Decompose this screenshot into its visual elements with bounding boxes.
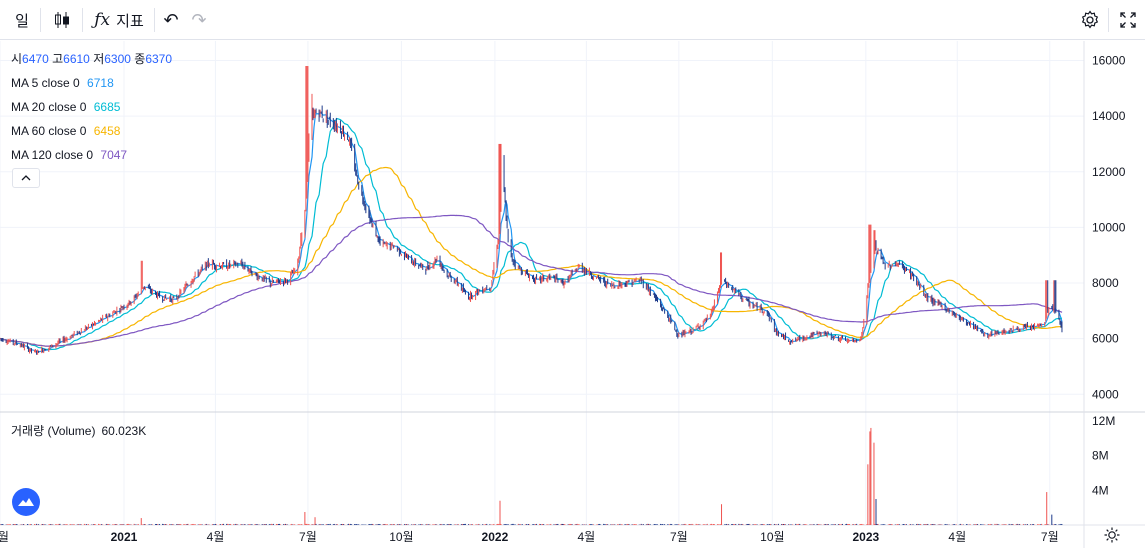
ohlc-legend: 시6470 고6610 저6300 종6370 (11, 51, 172, 67)
ma120-label: MA 120 close 0 (11, 148, 94, 162)
time-tick-label: 4월 (578, 530, 596, 544)
tradingview-logo[interactable] (12, 488, 40, 516)
high-label: 고 (52, 52, 64, 66)
close-value: 6370 (145, 52, 173, 66)
ma60-label: MA 60 close 0 (11, 124, 87, 138)
ma120-legend[interactable]: MA 120 close 0 7047 (11, 147, 127, 163)
sun-settings-icon (1104, 527, 1120, 543)
redo-icon: ↷ (191, 9, 207, 30)
high-value: 6610 (63, 52, 90, 66)
ma-line-5 (0, 112, 1063, 353)
time-tick-label: 9월 (0, 530, 9, 544)
redo-button[interactable]: ↷ (186, 6, 212, 34)
ma120-value: 7047 (100, 148, 128, 162)
price-tick-label: 16000 (1092, 53, 1126, 67)
settings-button[interactable] (1076, 6, 1104, 34)
chart-type-button[interactable] (48, 6, 76, 34)
price-tick-label: 4000 (1092, 387, 1119, 401)
time-tick-label: 7월 (670, 530, 688, 544)
volume-legend[interactable]: 거래량 (Volume) 60.023K (11, 423, 146, 439)
volume-label: 거래량 (Volume) (11, 424, 96, 438)
time-tick-label: 4월 (948, 530, 966, 544)
open-label: 시 (11, 52, 23, 66)
ma20-legend[interactable]: MA 20 close 0 6685 (11, 99, 120, 115)
ma20-label: MA 20 close 0 (11, 100, 87, 114)
fullscreen-icon (1120, 12, 1136, 28)
time-tick-label: 7월 (299, 530, 317, 544)
time-tick-label: 2021 (111, 530, 138, 544)
indicators-button[interactable]: ƒx 지표 (88, 6, 150, 34)
price-tick-label: 14000 (1092, 109, 1126, 123)
price-tick-label: 10000 (1092, 220, 1126, 234)
time-tick-label: 4월 (207, 530, 225, 544)
price-tick-label: 6000 (1092, 332, 1119, 346)
function-icon: ƒx (94, 10, 111, 30)
toolbar-divider (1108, 8, 1109, 32)
time-tick-label: 10월 (760, 530, 784, 544)
volume-tick-label: 4M (1092, 483, 1109, 497)
indicators-label: 지표 (116, 12, 144, 30)
time-tick-label: 2022 (482, 530, 509, 544)
price-chart[interactable]: 4000 6000 8000 10000 12000 14000 16000 4M 8M 12M 9… (0, 41, 1145, 548)
interval-label: 일 (15, 12, 29, 30)
cloud-logo-icon (18, 498, 34, 506)
volume-value: 60.023K (101, 424, 147, 438)
undo-button[interactable]: ↶ (158, 6, 184, 34)
low-label: 저 (93, 52, 105, 66)
close-label: 종 (134, 52, 146, 66)
gear-icon (1081, 10, 1099, 29)
price-tick-label: 8000 (1092, 276, 1119, 290)
ma-line-20 (0, 118, 1063, 351)
ma20-value: 6685 (93, 100, 121, 114)
axis-settings-button[interactable] (1102, 525, 1122, 545)
ma-line-120 (0, 214, 1063, 347)
ma5-legend[interactable]: MA 5 close 0 6718 (11, 75, 114, 91)
legend-collapse-button[interactable] (12, 168, 40, 188)
time-tick-label: 10월 (389, 530, 413, 544)
volume-tick-label: 12M (1092, 414, 1115, 428)
low-value: 6300 (104, 52, 131, 66)
ma60-legend[interactable]: MA 60 close 0 6458 (11, 123, 120, 139)
chart-area[interactable]: 4000 6000 8000 10000 12000 14000 16000 4M 8M 12M 9… (0, 41, 1145, 548)
time-tick-label: 2023 (852, 530, 879, 544)
ma5-value: 6718 (87, 76, 114, 90)
ma60-value: 6458 (93, 124, 121, 138)
fullscreen-button[interactable] (1114, 6, 1142, 34)
ma5-label: MA 5 close 0 (11, 76, 80, 90)
chart-toolbar: 일 ƒx 지표 ↶ ↷ (0, 0, 1145, 40)
ma-line-60 (0, 166, 1063, 347)
chevron-up-icon (21, 175, 31, 181)
time-tick-label: 7월 (1041, 530, 1059, 544)
candlestick-icon (55, 12, 69, 28)
undo-icon: ↶ (163, 9, 179, 30)
price-tick-label: 12000 (1092, 165, 1126, 179)
toolbar-divider (40, 8, 41, 32)
toolbar-divider (82, 8, 83, 32)
open-value: 6470 (22, 52, 49, 66)
toolbar-divider (154, 8, 155, 32)
interval-button[interactable]: 일 (8, 6, 36, 34)
volume-tick-label: 8M (1092, 449, 1109, 463)
